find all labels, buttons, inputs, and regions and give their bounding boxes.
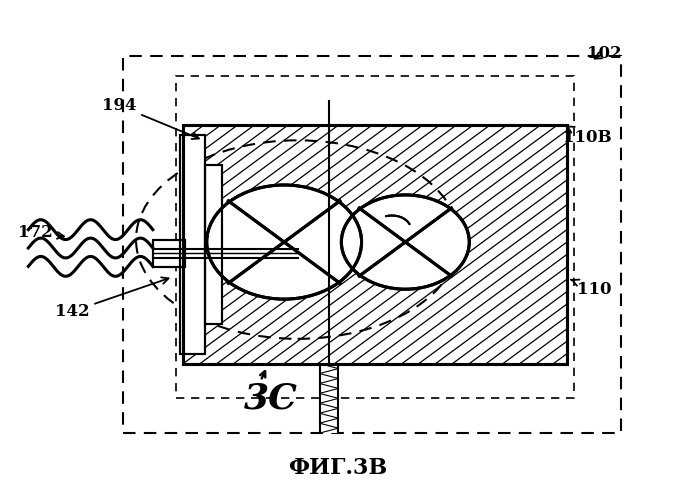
Bar xyxy=(183,125,567,364)
Text: 110: 110 xyxy=(571,279,611,298)
Bar xyxy=(180,135,206,354)
Bar xyxy=(206,165,222,324)
Bar xyxy=(183,125,567,364)
Bar xyxy=(122,56,621,433)
Bar xyxy=(183,125,567,364)
Bar xyxy=(153,249,297,258)
Bar xyxy=(206,165,222,324)
Bar xyxy=(180,135,206,354)
Bar xyxy=(153,240,185,267)
Text: 172: 172 xyxy=(18,224,64,241)
Bar xyxy=(153,240,185,267)
Bar xyxy=(180,135,206,354)
Bar xyxy=(153,240,185,267)
Text: 142: 142 xyxy=(55,277,168,320)
Circle shape xyxy=(207,185,362,299)
Circle shape xyxy=(207,185,362,299)
Text: 102: 102 xyxy=(587,45,621,62)
Bar xyxy=(320,364,339,433)
Circle shape xyxy=(341,195,469,289)
Bar xyxy=(176,76,574,398)
Text: 194: 194 xyxy=(102,97,199,139)
Bar xyxy=(206,165,222,324)
Text: 3C: 3C xyxy=(244,381,297,415)
Text: 110B: 110B xyxy=(563,126,611,146)
Text: ФИГ.3В: ФИГ.3В xyxy=(289,457,387,479)
Circle shape xyxy=(341,195,469,289)
